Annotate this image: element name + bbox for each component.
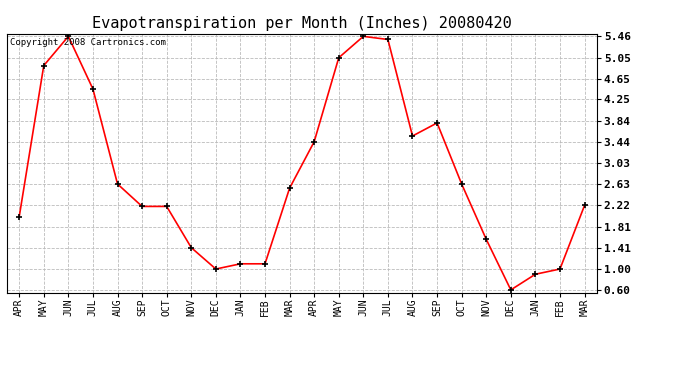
Text: Copyright 2008 Cartronics.com: Copyright 2008 Cartronics.com [10,38,166,46]
Title: Evapotranspiration per Month (Inches) 20080420: Evapotranspiration per Month (Inches) 20… [92,16,512,31]
